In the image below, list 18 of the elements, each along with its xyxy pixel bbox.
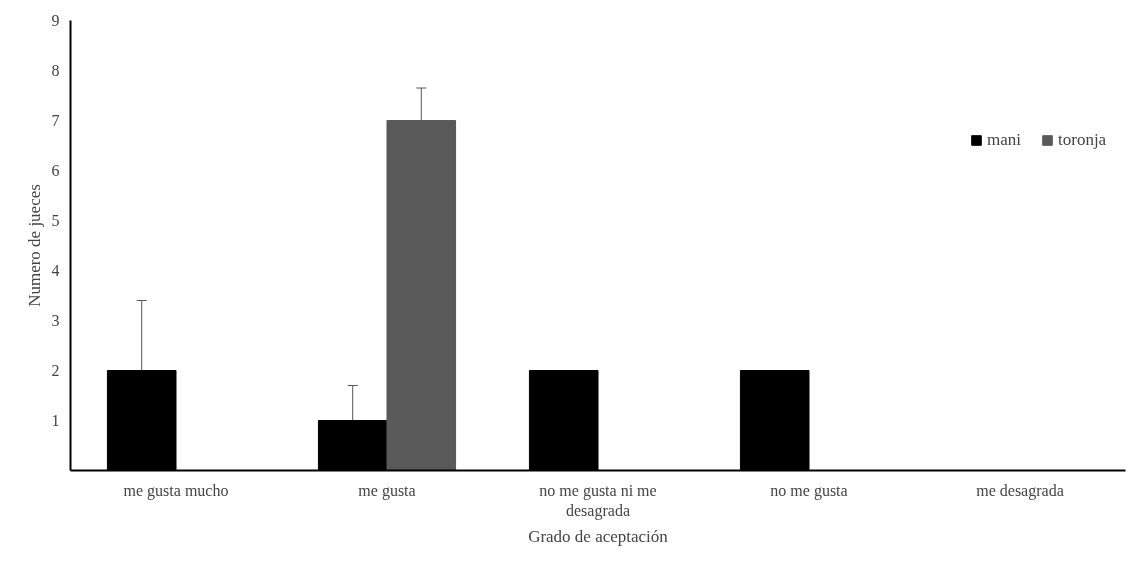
x-axis-title: Grado de aceptación bbox=[528, 526, 669, 546]
y-tick-label: 9 bbox=[51, 12, 60, 29]
x-tick-label: no me gusta bbox=[770, 481, 848, 500]
legend-label: toronja bbox=[1058, 130, 1107, 150]
y-tick-label: 5 bbox=[51, 212, 60, 229]
x-tick-label: me gusta mucho bbox=[123, 481, 229, 500]
y-tick-label: 8 bbox=[51, 62, 60, 79]
y-tick-label: 2 bbox=[51, 362, 60, 379]
y-tick-label: 1 bbox=[51, 412, 60, 429]
y-tick-label: 4 bbox=[51, 262, 60, 279]
y-tick-label: 7 bbox=[51, 112, 60, 129]
y-axis-title: Numero de jueces bbox=[24, 184, 44, 307]
y-tick-label: 6 bbox=[51, 162, 60, 179]
legend-label: mani bbox=[987, 130, 1021, 150]
x-tick-label: no me gusta ni me desagrada bbox=[539, 481, 657, 520]
x-tick-label: me gusta bbox=[358, 481, 416, 500]
x-tick-label: me desagrada bbox=[976, 481, 1064, 500]
y-tick-label: 3 bbox=[51, 312, 60, 329]
